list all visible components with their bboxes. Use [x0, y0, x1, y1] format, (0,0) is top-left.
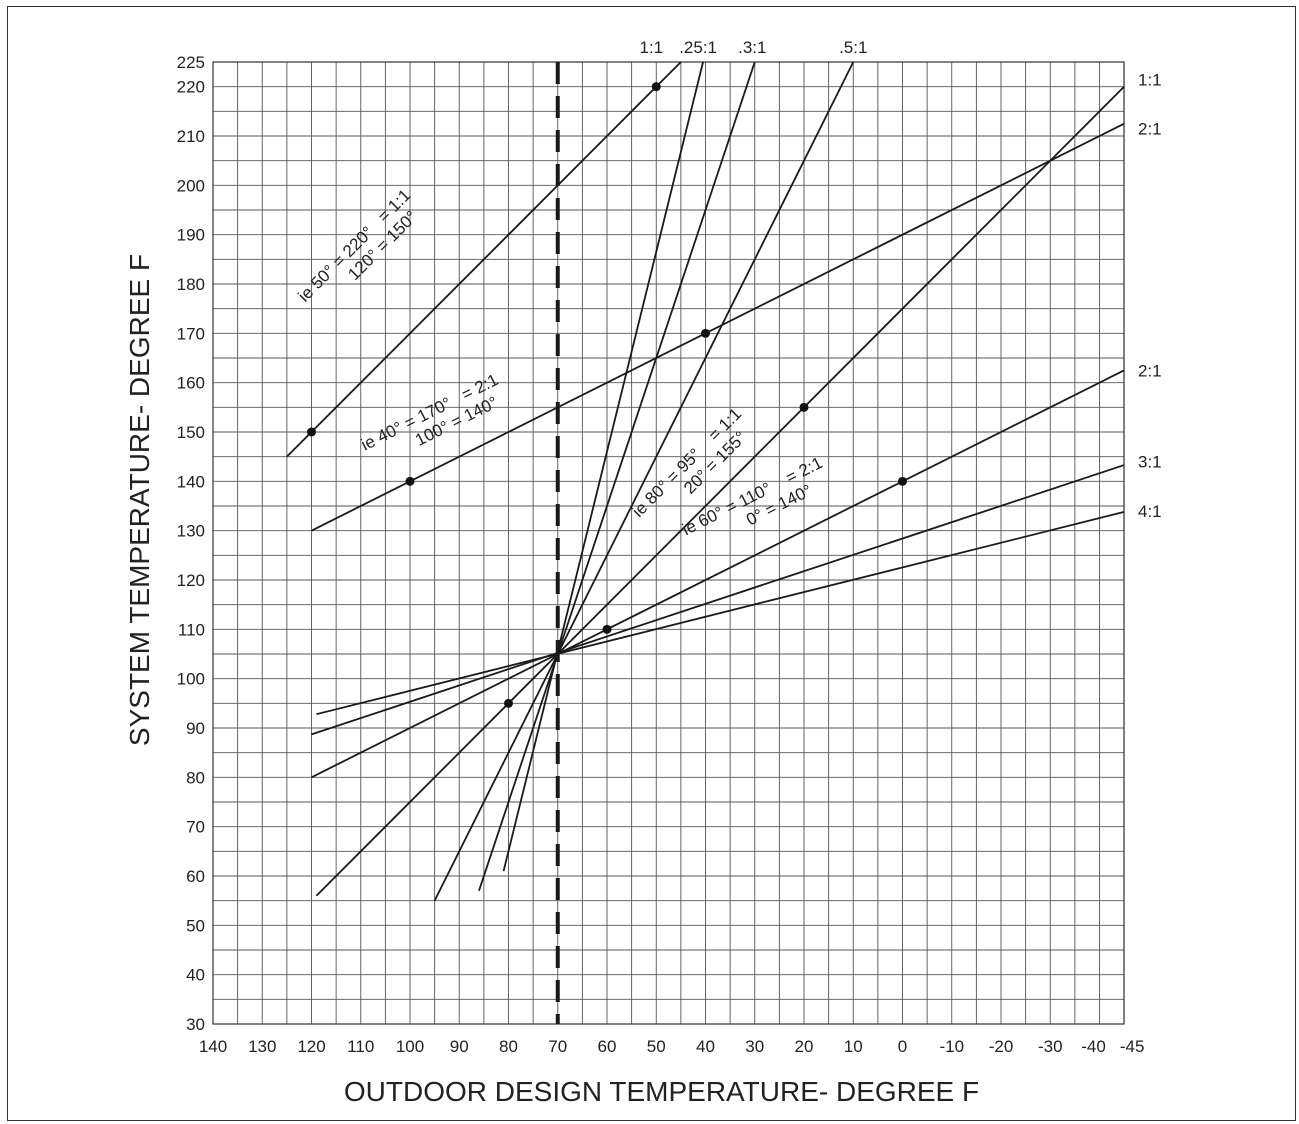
x-tick-label: -10	[939, 1037, 964, 1056]
data-marker	[651, 82, 661, 92]
data-marker	[602, 624, 612, 634]
series-line	[311, 122, 1125, 532]
series-line	[502, 61, 704, 872]
y-tick-label: 110	[178, 620, 205, 639]
y-tick-label: 210	[177, 127, 205, 146]
y-tick-label: 60	[186, 867, 205, 886]
x-tick-label: 130	[248, 1037, 276, 1056]
x-tick-label: 120	[297, 1037, 325, 1056]
y-tick-label: 190	[177, 226, 205, 245]
annotation-line: ie 50° = 220° = 1:1	[294, 186, 414, 306]
series-line	[433, 61, 855, 902]
y-tick-label: 180	[177, 275, 205, 294]
line-label-top: .3:1	[738, 38, 766, 57]
x-axis-title: OUTDOOR DESIGN TEMPERATURE- DEGREE F	[343, 1076, 980, 1107]
y-tick-label: 90	[186, 719, 205, 738]
series-line	[311, 464, 1125, 736]
y-tick-label: 30	[186, 1015, 205, 1034]
axes: 3040506070809010011012013014015016017018…	[177, 53, 1145, 1056]
x-tick-label: 30	[745, 1037, 764, 1056]
data-marker	[307, 427, 316, 437]
line-label-right: 2:1	[1138, 120, 1162, 139]
y-tick-label: 200	[177, 176, 205, 195]
y-tick-label: 120	[177, 571, 205, 590]
y-tick-label: 40	[186, 966, 205, 985]
x-tick-label: 110	[347, 1037, 374, 1056]
labels: 1:1 .25:1 .3:1 .5:1 1:1 2:1 2:1 3:1 4:1 ie 50° = …	[294, 38, 1162, 539]
y-axis-title: SYSTEM TEMPERATURE- DEGREE F	[124, 253, 155, 747]
x-tick-label: 50	[647, 1037, 666, 1056]
x-axis-title-wrap: OUTDOOR DESIGN TEMPERATURE- DEGREE F	[0, 1076, 1299, 1108]
x-tick-label: 70	[548, 1037, 567, 1056]
y-tick-label: 150	[177, 423, 205, 442]
x-tick-label: -30	[1038, 1037, 1063, 1056]
series-line	[478, 61, 756, 892]
series-line	[316, 511, 1125, 716]
x-tick-label: 10	[844, 1037, 863, 1056]
y-tick-label: 70	[186, 818, 205, 837]
y-tick-label: 80	[186, 768, 205, 787]
x-tick-label: 60	[598, 1037, 617, 1056]
y-tick-label: 170	[177, 324, 205, 343]
data-marker	[898, 476, 907, 486]
data-marker	[799, 402, 809, 412]
x-tick-label: -40	[1081, 1037, 1106, 1056]
y-tick-label: 140	[177, 472, 205, 491]
series-lines	[286, 61, 1125, 902]
y-tick-label: 130	[177, 522, 205, 541]
data-marker	[504, 698, 513, 708]
y-tick-label: 50	[186, 916, 205, 935]
line-label-top: .5:1	[839, 38, 867, 57]
line-label-right: 3:1	[1138, 453, 1162, 472]
x-tick-label: 40	[696, 1037, 715, 1056]
plot-border	[212, 61, 1125, 1025]
line-label-top: .25:1	[679, 38, 717, 57]
line-label-top: 1:1	[640, 38, 664, 57]
y-tick-label: 220	[177, 78, 205, 97]
x-tick-label: 140	[199, 1037, 227, 1056]
x-tick-label: -20	[989, 1037, 1014, 1056]
data-marker	[405, 476, 415, 486]
x-tick-label: 0	[898, 1037, 907, 1056]
data-marker	[701, 328, 710, 338]
x-tick-label: -45	[1120, 1037, 1145, 1056]
x-tick-label: 100	[396, 1037, 424, 1056]
x-tick-label: 20	[795, 1037, 814, 1056]
line-label-right: 1:1	[1138, 70, 1162, 89]
y-tick-label: 225	[177, 53, 205, 72]
line-label-right: 4:1	[1138, 502, 1162, 521]
chart-frame	[7, 6, 1296, 1121]
line-label-right: 2:1	[1138, 361, 1162, 380]
y-tick-label: 160	[177, 374, 205, 393]
x-tick-label: 90	[450, 1037, 469, 1056]
series-line	[286, 61, 682, 458]
x-tick-label: 80	[499, 1037, 518, 1056]
markers	[307, 82, 907, 708]
series-line	[311, 369, 1125, 779]
series-line	[315, 86, 1125, 897]
y-tick-label: 100	[177, 670, 205, 689]
